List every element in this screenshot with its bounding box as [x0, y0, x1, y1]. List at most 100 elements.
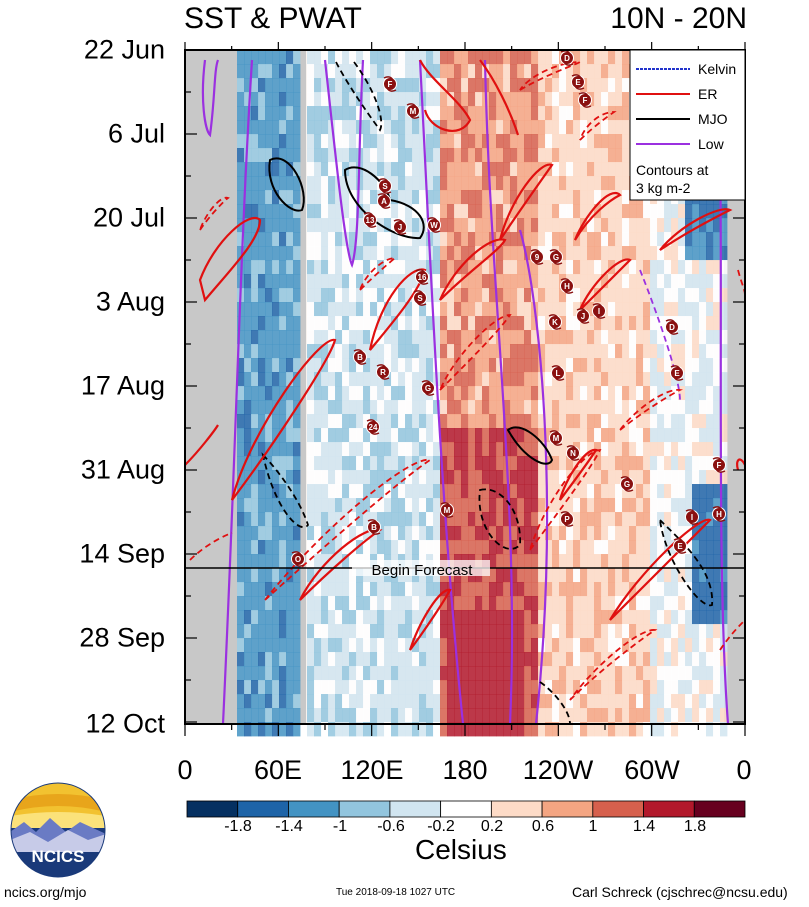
svg-text:S: S: [382, 182, 388, 191]
y-tick-label: 17 Aug: [80, 370, 165, 401]
svg-text:I: I: [691, 513, 693, 522]
svg-text:E: E: [674, 369, 680, 378]
colorbar-tick-label: -0.6: [377, 818, 405, 835]
svg-text:E: E: [575, 78, 581, 87]
colorbar-tick-label: 1.8: [683, 818, 707, 835]
svg-text:A: A: [381, 197, 387, 206]
storm-marker: A: [377, 193, 391, 209]
svg-text:B: B: [357, 353, 363, 362]
storm-marker: D: [665, 319, 679, 335]
y-tick-label: 3 Aug: [95, 286, 165, 317]
svg-text:M: M: [553, 434, 560, 443]
svg-text:M: M: [444, 506, 451, 515]
colorbar-title: Celsius: [415, 834, 507, 865]
svg-text:M: M: [410, 107, 417, 116]
svg-text:G: G: [425, 384, 431, 393]
footer-url: ncics.org/mjo: [4, 884, 87, 900]
chart-region: 10N - 20N: [610, 2, 747, 35]
storm-marker: G: [421, 380, 435, 396]
storm-marker: W: [427, 217, 441, 233]
svg-text:L: L: [556, 369, 561, 378]
svg-text:R: R: [380, 368, 386, 377]
svg-text:F: F: [583, 96, 588, 105]
y-tick-label: 20 Jul: [92, 202, 165, 233]
svg-text:P: P: [564, 515, 570, 524]
storm-marker: 24: [366, 419, 380, 435]
land-mask-africa: [185, 50, 237, 724]
ncics-logo: NCICS: [10, 782, 106, 878]
storm-marker: S: [378, 178, 392, 194]
storm-marker: G: [620, 476, 634, 492]
svg-text:H: H: [716, 510, 722, 519]
colorbar-swatch: [490, 800, 543, 818]
svg-text:J: J: [398, 223, 402, 232]
storm-marker: L: [551, 365, 565, 381]
footer-author: Carl Schreck (cjschrec@ncsu.edu): [572, 884, 788, 900]
storm-marker: H: [712, 506, 726, 522]
colorbar-tick-label: 0.6: [531, 818, 555, 835]
y-tick-label: 14 Sep: [79, 538, 165, 569]
svg-text:B: B: [371, 523, 377, 532]
storm-marker: F: [383, 76, 397, 92]
storm-marker: G: [549, 249, 563, 265]
storm-marker: M: [440, 502, 454, 518]
storm-marker: P: [560, 511, 574, 527]
legend: Kelvin ER MJO Low Contours at 3 kg m-2: [629, 49, 746, 201]
svg-text:H: H: [564, 282, 570, 291]
x-tick-label: 120E: [340, 755, 404, 785]
land-mask-india: [300, 50, 306, 724]
svg-text:G: G: [624, 480, 630, 489]
storm-marker: F: [578, 92, 592, 108]
colorbar-tick-label: 1: [588, 818, 598, 835]
storm-marker: D: [560, 50, 574, 66]
svg-text:N: N: [570, 449, 576, 458]
storm-marker: B: [353, 349, 367, 365]
colorbar-swatch: [389, 800, 442, 818]
storm-marker: 13: [363, 212, 377, 228]
storm-marker: H: [560, 278, 574, 294]
svg-text:E: E: [677, 542, 683, 551]
x-tick-label: 0: [736, 755, 752, 785]
colorbar-tick-label: -0.2: [427, 818, 455, 835]
svg-text:D: D: [564, 54, 570, 63]
storm-marker: E: [673, 538, 687, 554]
x-tick-label: 120W: [522, 755, 594, 785]
colorbar-swatch: [288, 800, 340, 818]
storm-marker: I: [685, 509, 699, 525]
storm-marker: J: [393, 219, 407, 235]
storm-marker: B: [367, 519, 381, 535]
x-tick-label: 0: [177, 755, 193, 785]
legend-note-line1: Contours at: [636, 162, 708, 178]
svg-text:O: O: [295, 555, 301, 564]
storm-marker: S: [413, 290, 427, 306]
legend-label-low: Low: [698, 136, 725, 152]
svg-text:16: 16: [418, 273, 427, 282]
svg-text:24: 24: [369, 423, 378, 432]
colorbar-swatch: [541, 800, 594, 818]
legend-label-mjo: MJO: [698, 111, 728, 127]
svg-text:F: F: [388, 80, 393, 89]
storm-marker: E: [670, 365, 684, 381]
colorbar-swatch: [237, 800, 289, 818]
colorbar-swatch: [186, 800, 239, 818]
colorbar-tick-label: 0.2: [480, 818, 504, 835]
colorbar-swatch: [643, 800, 695, 818]
axis-ticks: [184, 42, 746, 736]
colorbar-tick-label: 1.4: [632, 818, 656, 835]
svg-text:S: S: [417, 294, 423, 303]
chart-title: SST & PWAT: [184, 2, 362, 35]
colorbar: [186, 800, 746, 818]
colorbar-swatch: [592, 800, 644, 818]
y-tick-label: 28 Sep: [79, 622, 165, 653]
colorbar-swatch: [693, 800, 746, 818]
storm-marker: J: [576, 308, 590, 324]
svg-text:K: K: [552, 318, 558, 327]
svg-text:I: I: [598, 307, 600, 316]
colorbar-swatch: [338, 800, 391, 818]
colorbar-swatch: [440, 800, 492, 818]
storm-marker: R: [376, 364, 390, 380]
storm-marker: E: [571, 74, 585, 90]
svg-text:D: D: [669, 323, 675, 332]
